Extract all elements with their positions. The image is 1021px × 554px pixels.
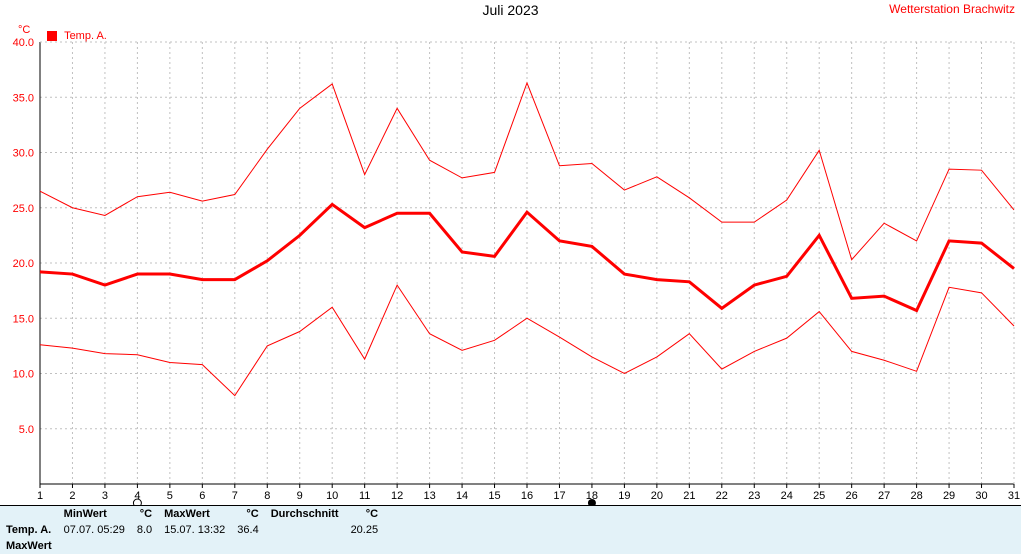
svg-text:17: 17 — [553, 490, 565, 502]
stats-table: MinWert °C MaxWert °C Durchschnitt °C Te… — [0, 505, 1021, 554]
svg-text:27: 27 — [878, 490, 890, 502]
svg-text:19: 19 — [618, 490, 630, 502]
svg-text:30: 30 — [975, 490, 987, 502]
svg-text:5: 5 — [167, 490, 173, 502]
svg-text:11: 11 — [359, 490, 370, 502]
stats-min-header: MinWert — [58, 506, 131, 522]
stats-min-val: 8.0 — [131, 522, 158, 538]
svg-text:13: 13 — [423, 490, 435, 502]
svg-text:10: 10 — [326, 490, 338, 502]
svg-text:29: 29 — [943, 490, 955, 502]
svg-text:30.0: 30.0 — [13, 148, 34, 160]
svg-text:16: 16 — [521, 490, 533, 502]
svg-text:3: 3 — [102, 490, 108, 502]
svg-text:25.0: 25.0 — [13, 203, 34, 215]
stats-min-time: 07.07. 05:29 — [58, 522, 131, 538]
svg-text:7: 7 — [232, 490, 238, 502]
svg-text:12: 12 — [391, 490, 403, 502]
svg-text:10.0: 10.0 — [13, 369, 34, 381]
svg-text:14: 14 — [456, 490, 468, 502]
svg-text:22: 22 — [716, 490, 728, 502]
chart-svg: 5.010.015.020.025.030.035.040.0123456789… — [0, 0, 1021, 549]
stats-avg-val: 20.25 — [345, 522, 385, 538]
svg-text:15: 15 — [488, 490, 500, 502]
stats-max-time: 15.07. 13:32 — [158, 522, 231, 538]
stats-avg-header: Durchschnitt — [265, 506, 345, 522]
svg-text:28: 28 — [910, 490, 922, 502]
stats-row-label-tempa: Temp. A. — [0, 522, 58, 538]
svg-text:9: 9 — [297, 490, 303, 502]
svg-text:31: 31 — [1008, 490, 1020, 502]
svg-text:26: 26 — [846, 490, 858, 502]
svg-text:2: 2 — [69, 490, 75, 502]
stats-avg-unit: °C — [345, 506, 385, 522]
svg-text:6: 6 — [199, 490, 205, 502]
svg-text:20: 20 — [651, 490, 663, 502]
stats-max-unit: °C — [231, 506, 264, 522]
stats-max-val: 36.4 — [231, 522, 264, 538]
svg-text:35.0: 35.0 — [13, 92, 34, 104]
svg-text:1: 1 — [37, 490, 43, 502]
stats-max-header: MaxWert — [158, 506, 231, 522]
svg-text:8: 8 — [264, 490, 270, 502]
svg-text:20.0: 20.0 — [13, 258, 34, 270]
svg-text:5.0: 5.0 — [19, 424, 34, 436]
svg-text:25: 25 — [813, 490, 825, 502]
svg-text:24: 24 — [781, 490, 793, 502]
stats-min-unit: °C — [131, 506, 158, 522]
svg-text:40.0: 40.0 — [13, 37, 34, 49]
svg-text:21: 21 — [683, 490, 695, 502]
svg-text:15.0: 15.0 — [13, 313, 34, 325]
svg-text:23: 23 — [748, 490, 760, 502]
stats-row-label-maxwert: MaxWert — [0, 538, 58, 554]
